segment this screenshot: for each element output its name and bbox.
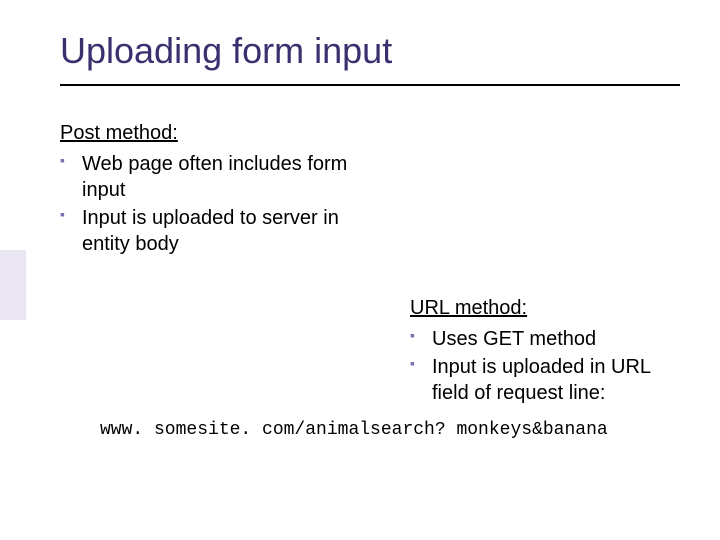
title-rule [60, 84, 680, 86]
slide-title: Uploading form input [60, 30, 680, 72]
url-method-block: URL method: Uses GET method Input is upl… [410, 297, 690, 406]
url-heading: URL method: [410, 297, 690, 320]
example-url-code: www. somesite. com/animalsearch? monkeys… [100, 420, 680, 440]
list-item: Input is uploaded to server in entity bo… [60, 205, 380, 257]
post-heading: Post method: [60, 122, 380, 145]
post-method-block: Post method: Web page often includes for… [60, 122, 380, 257]
post-bullets: Web page often includes form input Input… [60, 151, 380, 257]
list-item: Uses GET method [410, 326, 690, 352]
list-item: Input is uploaded in URL field of reques… [410, 354, 690, 406]
slide: Uploading form input Post method: Web pa… [0, 0, 720, 540]
list-item: Web page often includes form input [60, 151, 380, 203]
side-tab-decoration [0, 250, 26, 320]
url-bullets: Uses GET method Input is uploaded in URL… [410, 326, 690, 406]
